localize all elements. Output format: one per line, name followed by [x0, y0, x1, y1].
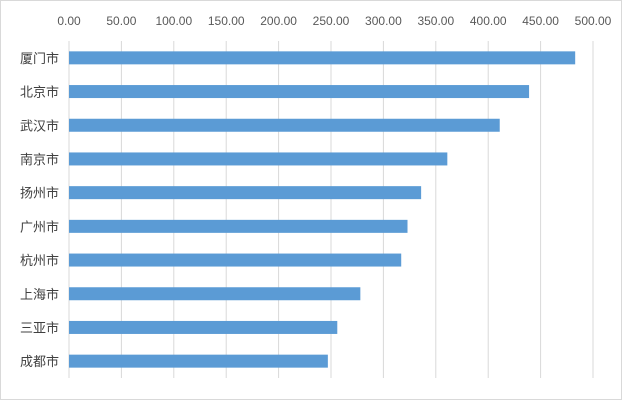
- x-axis-ticks: 0.00 50.00 100.00 150.00 200.00 250.00 300.00 3…: [57, 14, 611, 28]
- x-tick-label: 100.00: [155, 14, 192, 28]
- category-label: 北京市: [20, 85, 59, 101]
- category-label: 南京市: [20, 152, 59, 168]
- x-tick-label: 350.00: [417, 14, 454, 28]
- x-tick-label: 50.00: [106, 14, 136, 28]
- bar: [69, 152, 448, 166]
- x-tick-label: 400.00: [470, 14, 507, 28]
- bar: [69, 253, 402, 267]
- bar: [69, 51, 576, 65]
- bar: [69, 287, 361, 301]
- category-label: 扬州市: [20, 186, 59, 202]
- category-label: 上海市: [20, 287, 59, 303]
- x-tick-label: 0.00: [57, 14, 81, 28]
- x-tick-label: 200.00: [260, 14, 297, 28]
- x-tick-label: 300.00: [365, 14, 402, 28]
- category-label: 成都市: [20, 354, 59, 370]
- category-label: 厦门市: [20, 51, 59, 67]
- x-tick-label: 450.00: [522, 14, 559, 28]
- x-tick-label: 500.00: [575, 14, 612, 28]
- category-label: 武汉市: [20, 118, 59, 134]
- bar: [69, 320, 338, 334]
- bar: [69, 186, 422, 200]
- bar: [69, 219, 408, 233]
- x-tick-label: 150.00: [208, 14, 245, 28]
- x-tick-label: 250.00: [313, 14, 350, 28]
- bar: [69, 85, 530, 99]
- bars: [69, 51, 576, 368]
- category-label: 广州市: [20, 219, 59, 235]
- category-label: 三亚市: [20, 320, 59, 336]
- bar: [69, 118, 500, 132]
- category-label: 杭州市: [20, 253, 59, 269]
- bar: [69, 354, 328, 368]
